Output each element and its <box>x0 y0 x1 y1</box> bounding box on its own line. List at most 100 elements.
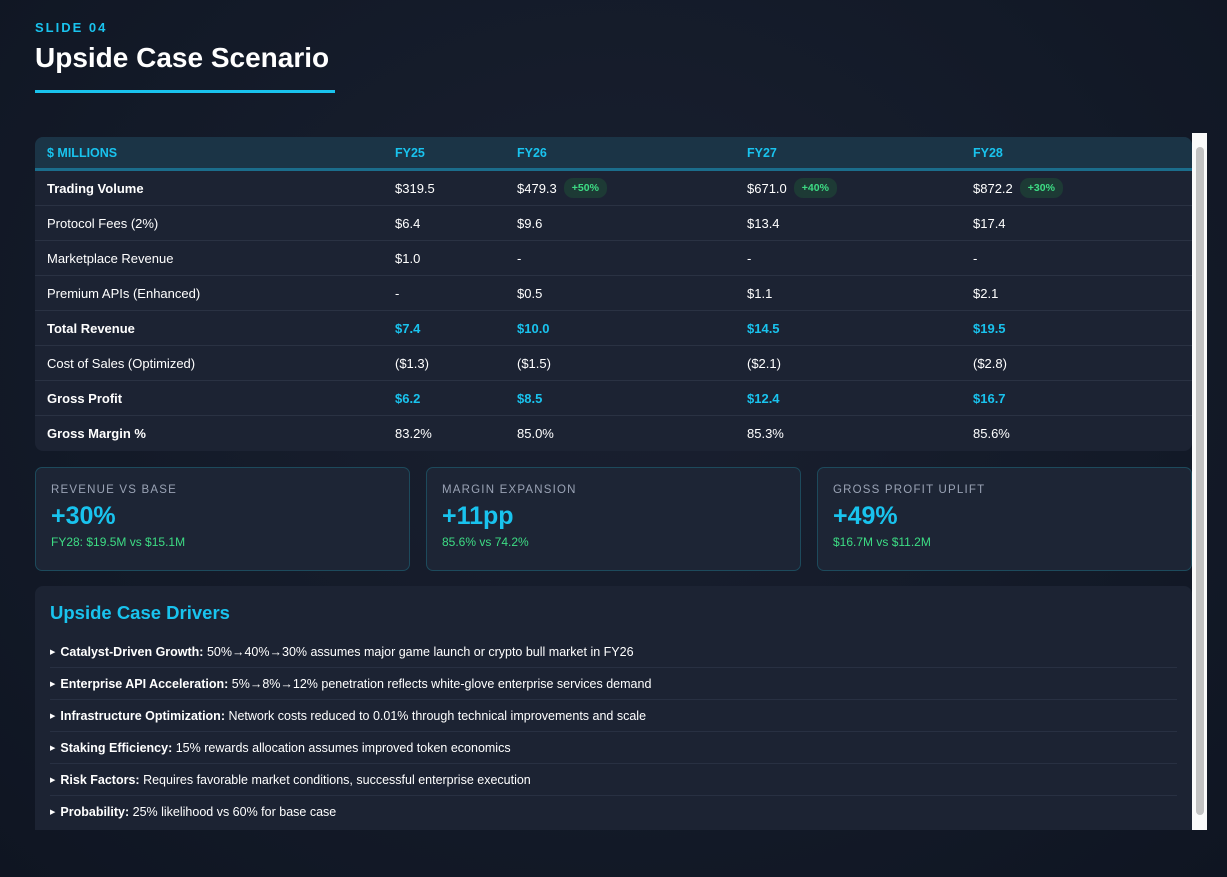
card-value: +49% <box>833 502 898 530</box>
cell-value: - <box>395 285 400 301</box>
cell-value: $872.2 <box>973 180 1013 196</box>
cell-value: $19.5 <box>973 320 1006 336</box>
cell-value: $2.1 <box>973 285 999 301</box>
row-label: Cost of Sales (Optimized) <box>47 355 196 371</box>
cell-value: $6.4 <box>395 215 421 231</box>
table-cell: $1.0 <box>395 251 420 266</box>
table-cell: $6.4 <box>395 216 420 231</box>
table-row: Marketplace Revenue $1.0 - - - <box>35 241 1192 276</box>
cell-value: ($1.5) <box>517 355 551 371</box>
bullet-icon: ▶ <box>50 680 56 688</box>
table-row: Premium APIs (Enhanced) - $0.5 $1.1 $2.1 <box>35 276 1192 311</box>
cell-value: - <box>973 250 978 266</box>
cell-value: $1.1 <box>747 285 773 301</box>
table-cell: $6.2 <box>395 391 420 406</box>
cell-value: $10.0 <box>517 320 550 336</box>
table-row: Gross Margin % 83.2% 85.0% 85.3% 85.6% <box>35 416 1192 451</box>
table-cell: $17.4 <box>973 216 1006 231</box>
metric-cards: REVENUE VS BASE +30% FY28: $19.5M vs $15… <box>35 467 1192 571</box>
cell-value: $14.5 <box>747 320 780 336</box>
cell-value: $6.2 <box>395 390 421 406</box>
column-header: FY27 <box>747 145 777 160</box>
cell-value: $13.4 <box>747 215 780 231</box>
table-cell: $1.1 <box>747 286 772 301</box>
cell-value: ($2.1) <box>747 355 781 371</box>
card-subtext: FY28: $19.5M vs $15.1M <box>51 535 186 549</box>
cell-value: $0.5 <box>517 285 543 301</box>
table-cell: ($1.3) <box>395 356 429 371</box>
table-row: Cost of Sales (Optimized) ($1.3) ($1.5) ($2… <box>35 346 1192 381</box>
driver-text: 50%→40%→30% assumes major game launch or… <box>203 644 634 659</box>
card-value: +11pp <box>442 502 514 530</box>
bullet-icon: ▶ <box>50 809 56 816</box>
financial-table: $ MILLIONS FY25 FY26 FY27 FY28 Trading V… <box>35 137 1192 451</box>
driver-item: ▶ Probability: 25% likelihood vs 60% for … <box>50 796 1177 828</box>
driver-text: Requires favorable market conditions, su… <box>139 772 531 787</box>
row-label: Trading Volume <box>47 180 144 196</box>
row-label: Gross Margin % <box>47 426 146 441</box>
drivers-panel: Upside Case Drivers ▶ Catalyst-Driven Gro… <box>35 586 1192 830</box>
column-header: FY28 <box>973 145 1003 160</box>
cell-value: 85.6% <box>973 426 1010 441</box>
table-row: Total Revenue $7.4 $10.0 $14.5 $19.5 <box>35 311 1192 346</box>
slide-number: SLIDE 04 <box>35 20 108 35</box>
cell-value: $16.7 <box>973 390 1006 406</box>
driver-item: ▶ Risk Factors: Requires favorable market… <box>50 764 1177 796</box>
column-header: $ MILLIONS <box>47 145 118 160</box>
table-row: Trading Volume $319.5 $479.3 +50% $671.0 +40%… <box>35 171 1192 206</box>
scrollbar[interactable] <box>1192 133 1207 830</box>
table-cell: - <box>395 286 399 301</box>
table-cell: $319.5 <box>395 181 435 196</box>
table-cell: 83.2% <box>395 426 432 441</box>
cell-value: $319.5 <box>395 180 435 196</box>
table-cell: 85.6% <box>973 426 1010 441</box>
column-header: FY25 <box>395 145 425 160</box>
bullet-icon: ▶ <box>50 776 56 784</box>
table-cell: $9.6 <box>517 216 542 231</box>
driver-text: 15% rewards allocation assumes improved … <box>172 740 511 755</box>
driver-name: Infrastructure Optimization: <box>60 708 225 723</box>
table-cell: $872.2 +30% <box>973 178 1063 198</box>
cell-value: - <box>517 250 522 266</box>
table-cell: - <box>517 251 521 266</box>
driver-item: ▶ Catalyst-Driven Growth: 50%→40%→30% ass… <box>50 636 1177 668</box>
scrollbar-thumb[interactable] <box>1196 147 1204 815</box>
driver-item: ▶ Enterprise API Acceleration: 5%→8%→12% … <box>50 668 1177 700</box>
cell-value: $12.4 <box>747 390 780 406</box>
cell-value: $17.4 <box>973 215 1006 231</box>
table-cell: - <box>973 251 977 266</box>
card-subtext: 85.6% vs 74.2% <box>442 535 529 549</box>
table-cell: ($2.8) <box>973 356 1007 371</box>
card-label: GROSS PROFIT UPLIFT <box>833 484 986 496</box>
table-cell: ($1.5) <box>517 356 551 371</box>
table-cell: 85.0% <box>517 426 554 441</box>
cell-value: $671.0 <box>747 180 787 196</box>
card-revenue-vs-base: REVENUE VS BASE +30% FY28: $19.5M vs $15… <box>35 467 410 571</box>
card-label: REVENUE VS BASE <box>51 484 178 496</box>
table-header: $ MILLIONS FY25 FY26 FY27 FY28 <box>35 137 1192 171</box>
card-subtext: $16.7M vs $11.2M <box>833 535 931 549</box>
table-cell: $13.4 <box>747 216 780 231</box>
table-cell: $14.5 <box>747 321 780 336</box>
driver-name: Risk Factors: <box>60 772 140 787</box>
table-cell: ($2.1) <box>747 356 781 371</box>
cell-value: $7.4 <box>395 320 421 336</box>
cell-value: ($2.8) <box>973 355 1007 371</box>
cell-value: ($1.3) <box>395 355 429 371</box>
table-cell: 85.3% <box>747 426 784 441</box>
table-cell: $12.4 <box>747 391 780 406</box>
table-cell: $0.5 <box>517 286 542 301</box>
row-label: Total Revenue <box>47 320 135 336</box>
bullet-icon: ▶ <box>50 648 56 656</box>
driver-text: 25% likelihood vs 60% for base case <box>129 805 337 819</box>
cell-value: $8.5 <box>517 390 543 406</box>
drivers-title: Upside Case Drivers <box>50 602 230 623</box>
driver-name: Catalyst-Driven Growth: <box>60 644 204 659</box>
table-row: Gross Profit $6.2 $8.5 $12.4 $16.7 <box>35 381 1192 416</box>
cell-value: 85.0% <box>517 426 554 441</box>
table-cell: $19.5 <box>973 321 1006 336</box>
column-header: FY26 <box>517 145 547 160</box>
driver-text: Network costs reduced to 0.01% through t… <box>224 708 647 723</box>
cell-value: $9.6 <box>517 215 543 231</box>
card-label: MARGIN EXPANSION <box>442 484 577 496</box>
